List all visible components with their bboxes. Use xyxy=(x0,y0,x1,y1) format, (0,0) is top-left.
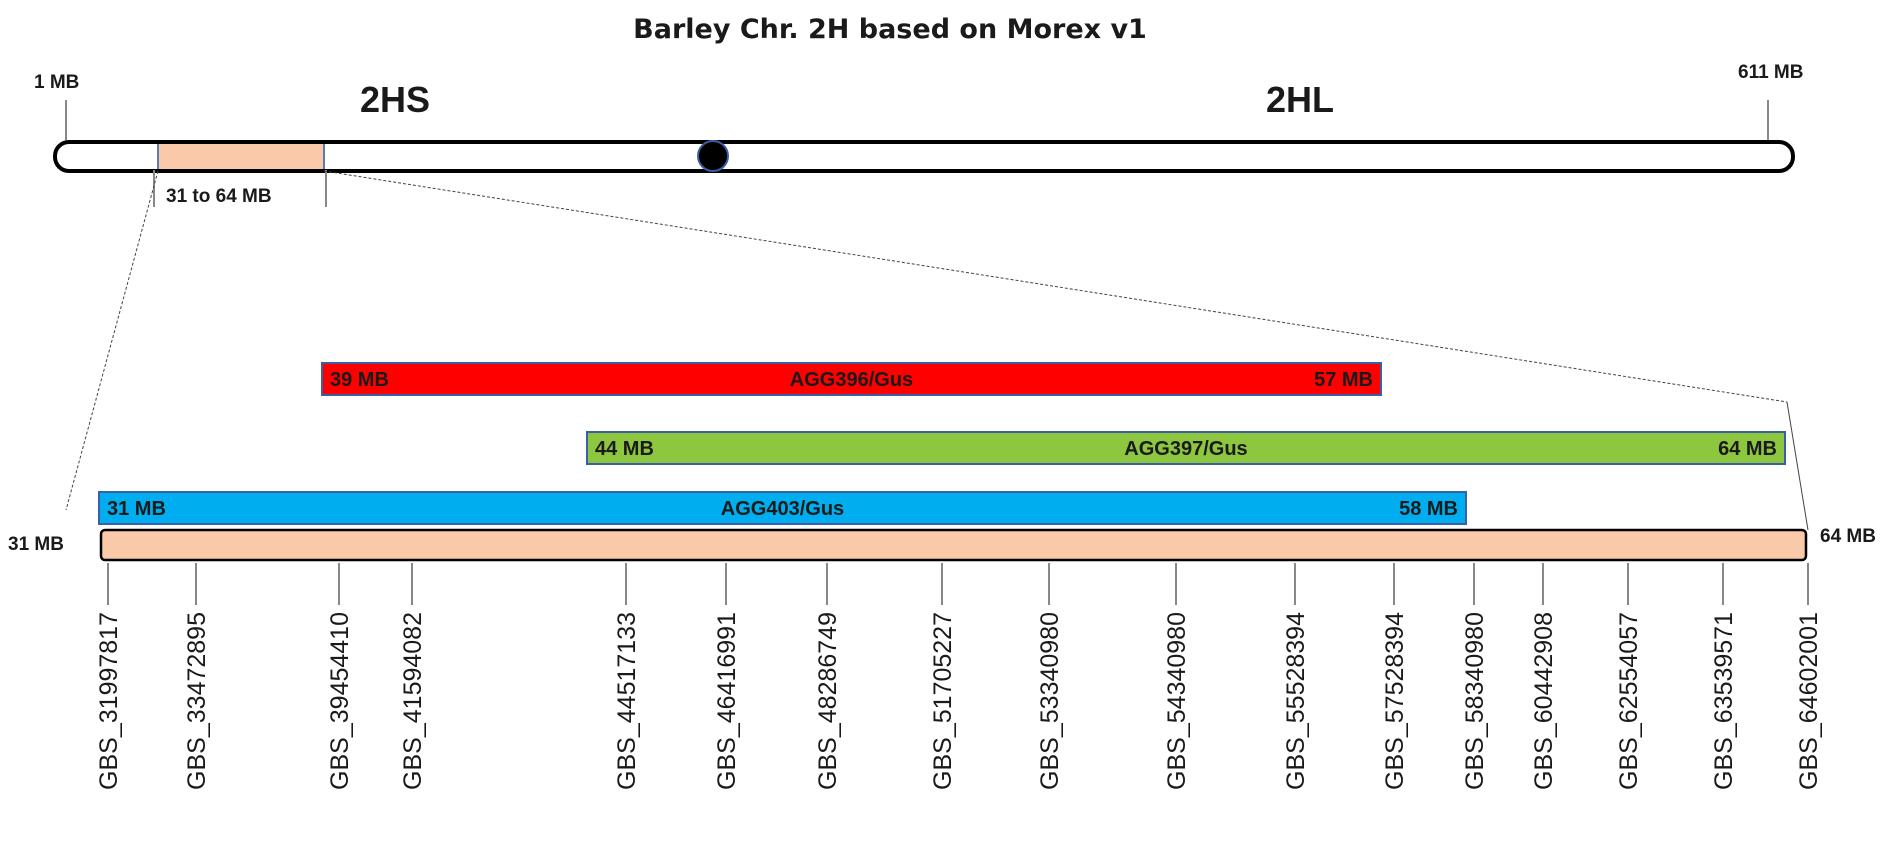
marker-label: GBS_39454410 xyxy=(326,612,354,790)
zoomed-region-bar xyxy=(99,528,1808,562)
marker-gbs_33472895: GBS_33472895 xyxy=(183,563,211,790)
zoom-guide-right-lower xyxy=(1786,401,1809,531)
marker-set: GBS_31997817 GBS_33472895 GBS_39454410 GBS_… xyxy=(95,563,1823,790)
marker-label: GBS_41594082 xyxy=(399,612,427,790)
marker-gbs_60442908: GBS_60442908 xyxy=(1530,563,1558,790)
marker-label: GBS_33472895 xyxy=(183,612,211,790)
marker-label: GBS_53340980 xyxy=(1036,612,1064,790)
marker-gbs_39454410: GBS_39454410 xyxy=(326,563,354,790)
interval-end-label: 57 MB xyxy=(1314,369,1373,391)
marker-label: GBS_64602001 xyxy=(1795,612,1823,790)
marker-gbs_44517133: GBS_44517133 xyxy=(613,563,641,790)
marker-label: GBS_55528394 xyxy=(1282,612,1310,790)
marker-gbs_55528394: GBS_55528394 xyxy=(1282,563,1310,790)
marker-label: GBS_46416991 xyxy=(713,612,741,790)
chromosome-overview: 1 MB 611 MB 2HS 2HL 31 to 64 MB xyxy=(34,62,1803,207)
marker-label: GBS_60442908 xyxy=(1530,612,1558,790)
marker-label: GBS_44517133 xyxy=(613,612,641,790)
highlighted-region xyxy=(157,141,325,172)
marker-gbs_54340980: GBS_54340980 xyxy=(1163,563,1191,790)
marker-gbs_62554057: GBS_62554057 xyxy=(1615,563,1643,790)
marker-gbs_48286749: GBS_48286749 xyxy=(814,563,842,790)
zoom-guide-right-upper xyxy=(323,170,1788,403)
diagram-title: Barley Chr. 2H based on Morex v1 xyxy=(633,14,1147,45)
marker-gbs_63539571: GBS_63539571 xyxy=(1710,563,1738,790)
interval-agg403-gus: 31 MB AGG403/Gus 58 MB xyxy=(98,491,1467,525)
interval-start-label: 39 MB xyxy=(330,369,389,391)
marker-label: GBS_63539571 xyxy=(1710,612,1738,790)
marker-label: GBS_51705227 xyxy=(929,612,957,790)
region-label: 31 to 64 MB xyxy=(166,186,272,207)
chromosome-end-label: 611 MB xyxy=(1738,62,1803,83)
marker-gbs_64602001: GBS_64602001 xyxy=(1795,563,1823,790)
marker-gbs_57528394: GBS_57528394 xyxy=(1381,563,1409,790)
marker-label: GBS_57528394 xyxy=(1381,612,1409,790)
interval-agg397-gus: 44 MB AGG397/Gus 64 MB xyxy=(586,431,1786,465)
marker-gbs_31997817: GBS_31997817 xyxy=(95,563,123,790)
centromere xyxy=(697,140,729,172)
interval-end-label: 64 MB xyxy=(1718,438,1777,460)
marker-label: GBS_31997817 xyxy=(95,612,123,790)
interval-start-label: 31 MB xyxy=(107,498,166,520)
interval-agg396-gus: 39 MB AGG396/Gus 57 MB xyxy=(321,362,1382,396)
interval-bar xyxy=(98,491,1467,525)
interval-bar xyxy=(321,362,1382,396)
interval-bar xyxy=(586,431,1786,465)
interval-name: AGG397/Gus xyxy=(1124,438,1247,460)
marker-label: GBS_48286749 xyxy=(814,612,842,790)
interval-bars: 39 MB AGG396/Gus 57 MB 44 MB AGG397/Gus 64 MB… xyxy=(98,362,1786,525)
zoom-end-label: 64 MB xyxy=(1820,526,1876,547)
interval-start-label: 44 MB xyxy=(595,438,654,460)
zoom-guide-left xyxy=(65,170,159,511)
short-arm-label: 2HS xyxy=(360,79,430,120)
chromosome-start-label: 1 MB xyxy=(34,72,79,93)
long-arm-label: 2HL xyxy=(1266,79,1334,120)
marker-label: GBS_58340980 xyxy=(1461,612,1489,790)
interval-name: AGG396/Gus xyxy=(790,369,913,391)
marker-gbs_51705227: GBS_51705227 xyxy=(929,563,957,790)
zoomed-region: 31 MB 64 MB xyxy=(8,526,1876,562)
marker-label: GBS_54340980 xyxy=(1163,612,1191,790)
marker-gbs_41594082: GBS_41594082 xyxy=(399,563,427,790)
marker-gbs_53340980: GBS_53340980 xyxy=(1036,563,1064,790)
marker-gbs_46416991: GBS_46416991 xyxy=(713,563,741,790)
interval-name: AGG403/Gus xyxy=(721,498,844,520)
marker-label: GBS_62554057 xyxy=(1615,612,1643,790)
interval-end-label: 58 MB xyxy=(1399,498,1458,520)
marker-gbs_58340980: GBS_58340980 xyxy=(1461,563,1489,790)
zoom-start-label: 31 MB xyxy=(8,534,64,555)
chromosome-bar xyxy=(53,140,1795,173)
